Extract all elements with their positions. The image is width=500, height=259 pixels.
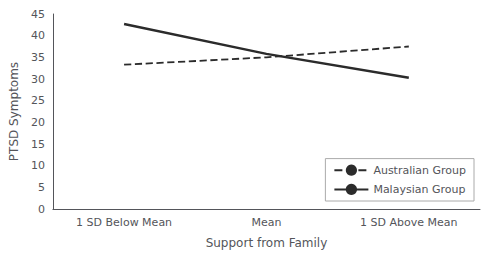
svg-text:Support from Family: Support from Family: [206, 236, 328, 250]
svg-text:10: 10: [31, 159, 45, 172]
svg-text:45: 45: [31, 8, 45, 21]
svg-text:1 SD Below Mean: 1 SD Below Mean: [76, 216, 172, 229]
svg-text:PTSD Symptoms: PTSD Symptoms: [7, 62, 21, 161]
svg-text:20: 20: [31, 116, 45, 129]
svg-text:15: 15: [31, 138, 45, 151]
svg-text:1 SD Above Mean: 1 SD Above Mean: [360, 216, 457, 229]
svg-text:40: 40: [31, 29, 45, 42]
svg-text:Mean: Mean: [251, 216, 281, 229]
svg-text:30: 30: [31, 73, 45, 86]
svg-text:0: 0: [38, 203, 45, 216]
svg-text:35: 35: [31, 51, 45, 64]
svg-text:Malaysian Group: Malaysian Group: [373, 183, 465, 196]
svg-text:25: 25: [31, 94, 45, 107]
svg-text:5: 5: [38, 181, 45, 194]
svg-text:Australian Group: Australian Group: [373, 164, 466, 177]
